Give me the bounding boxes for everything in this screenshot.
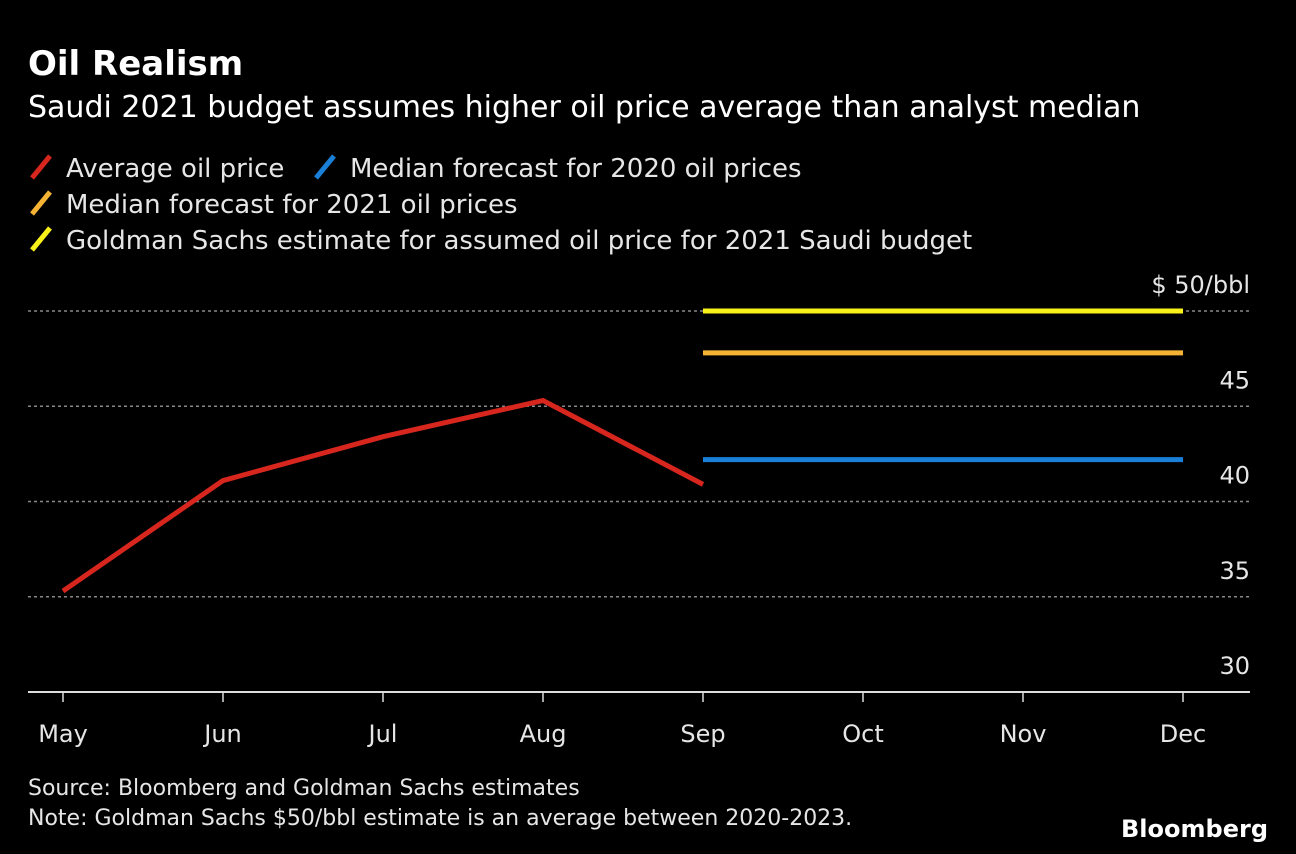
x-tick-label: Dec (1160, 720, 1206, 748)
logo: Bloomberg (1121, 815, 1268, 843)
legend-label: Average oil price (66, 154, 284, 184)
legend-swatch (30, 226, 52, 252)
note: Note: Goldman Sachs $50/bbl estimate is … (28, 806, 852, 831)
y-tick-label: 40 (1219, 462, 1250, 490)
y-tick-label: 35 (1219, 557, 1250, 585)
x-tick-label: Jun (202, 720, 242, 748)
chart-title: Oil Realism (28, 44, 243, 84)
legend-swatch (30, 190, 52, 216)
legend-swatch (30, 154, 52, 180)
y-tick-label: 30 (1219, 652, 1250, 680)
legend-label: Goldman Sachs estimate for assumed oil p… (66, 226, 972, 256)
x-tick-label: May (38, 720, 88, 748)
x-tick-label: Nov (1000, 720, 1047, 748)
x-tick-label: Oct (842, 720, 884, 748)
x-tick-label: Aug (520, 720, 567, 748)
legend-swatch (314, 154, 336, 180)
x-tick-label: Jul (367, 720, 398, 748)
x-tick-label: Sep (680, 720, 725, 748)
chart-subtitle: Saudi 2021 budget assumes higher oil pri… (28, 90, 1140, 125)
legend-label: Median forecast for 2020 oil prices (350, 154, 802, 184)
series-line (61, 397, 705, 594)
source: Source: Bloomberg and Goldman Sachs esti… (28, 776, 580, 801)
y-tick-label: $ 50/bbl (1151, 271, 1250, 299)
legend-label: Median forecast for 2021 oil prices (66, 190, 518, 220)
y-tick-label: 45 (1219, 366, 1250, 394)
